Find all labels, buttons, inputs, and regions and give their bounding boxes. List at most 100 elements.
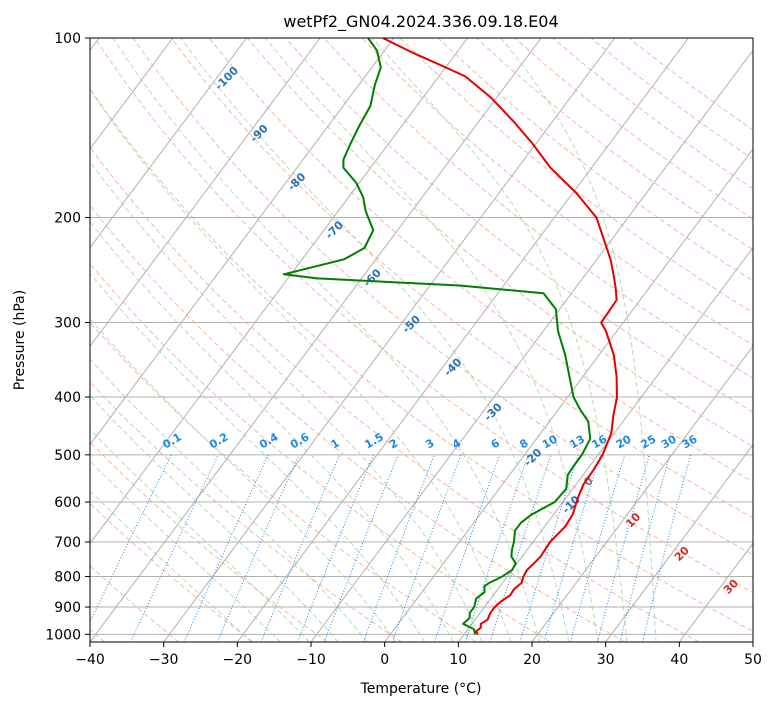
dry-adiabat-label: -30: [482, 400, 505, 423]
x-tick-label: 50: [744, 652, 762, 668]
isotherm-line: [90, 38, 542, 642]
moist-adiabat-line: [90, 272, 426, 642]
moist-adiabat-line: [90, 160, 483, 642]
mixing-ratio-line: [569, 454, 626, 642]
dry-adiabat-label: -10: [560, 493, 583, 516]
moist-adiabat-line: [90, 394, 339, 642]
dry-adiabat-line: [94, 38, 753, 594]
mixing-ratio-line: [519, 454, 579, 642]
mixing-ratio-label: 0.1: [160, 430, 183, 451]
moist-adiabat-line: [90, 88, 512, 642]
dry-adiabat-label: -90: [248, 122, 271, 145]
isotherm-line: [90, 38, 174, 150]
axis-ticks: −40 −30 −20 −10 0 10 20 30 40 5010020030040050060…: [45, 31, 762, 668]
isotherm-line: [163, 38, 616, 642]
moist-adiabat-line: [112, 38, 541, 642]
isotherm-line: [90, 38, 247, 249]
x-tick-label: −20: [223, 652, 253, 668]
mixing-ratio-label: 4: [450, 436, 463, 451]
y-tick-label: 200: [54, 211, 81, 227]
mixing-ratio-line: [90, 454, 172, 624]
dry-adiabat-label: -40: [441, 355, 464, 378]
dry-adiabat-line: [90, 204, 625, 642]
mixing-ratio-line: [543, 454, 601, 642]
dry-adiabat-line: [90, 441, 328, 642]
dewpoint-line: [282, 38, 592, 635]
moist-adiabat-label: 20: [672, 544, 692, 564]
x-tick-label: −10: [296, 652, 326, 668]
moist-adiabat-line: [265, 38, 599, 642]
moist-adiabat-line: [371, 38, 628, 642]
mixing-ratio-label: 6: [489, 436, 502, 451]
mixing-ratio-line: [323, 454, 399, 642]
mixing-ratio-line: [596, 454, 650, 642]
chart-title: wetPf2_GN04.2024.336.09.18.E04: [283, 12, 558, 32]
moist-adiabat-line: [90, 490, 252, 642]
isotherm-line: [90, 38, 395, 446]
moist-adiabat-label: 30: [721, 576, 741, 596]
dry-adiabat-line: [476, 38, 753, 251]
mixing-ratio-line: [464, 454, 529, 642]
dry-adiabat-line: [90, 321, 477, 642]
y-tick-label: 500: [54, 448, 81, 464]
dry-adiabat-line: [90, 263, 551, 642]
isotherm-line: [678, 542, 753, 642]
dry-adiabat-line: [90, 88, 753, 632]
y-tick-label: 700: [54, 535, 81, 551]
dry-adiabat-line: [90, 502, 254, 642]
y-tick-label: 100: [54, 31, 81, 47]
mixing-ratio-label: 16: [590, 432, 610, 451]
dry-adiabat-label: -100: [212, 64, 241, 93]
mixing-ratio-line: [433, 454, 501, 642]
dry-adiabat-line: [399, 38, 753, 314]
isotherm-line: [90, 38, 321, 347]
moist-adiabat-line: [90, 221, 454, 642]
mixing-ratio-label: 20: [614, 432, 634, 451]
dry-adiabat-label: -70: [323, 218, 346, 241]
mixing-ratio-line: [183, 454, 269, 642]
y-tick-label: 900: [54, 600, 81, 616]
background-lines: [90, 38, 753, 642]
x-tick-label: −40: [75, 652, 105, 668]
dry-adiabat-line: [361, 38, 753, 346]
x-axis-label: Temperature (°C): [360, 681, 482, 697]
mixing-ratio-label: 25: [638, 433, 658, 452]
isotherm-line: [90, 38, 468, 545]
y-axis-label: Pressure (hPa): [12, 290, 28, 390]
mixing-ratio-line: [362, 454, 435, 642]
mixing-ratio-label: 0.2: [207, 430, 230, 451]
moist-adiabat-line: [90, 318, 397, 642]
x-tick-label: 0: [380, 652, 389, 668]
dry-adiabat-line: [552, 38, 753, 190]
isotherm-line: [605, 443, 753, 642]
mixing-ratio-line: [130, 454, 219, 642]
temperature-line: [382, 38, 618, 635]
y-tick-label: 1000: [45, 627, 81, 643]
plot-frame: [89, 37, 754, 643]
mixing-ratio-label: 3: [423, 436, 436, 451]
moist-adiabat-line: [180, 38, 570, 642]
dry-adiabat-label: -60: [361, 266, 384, 289]
dry-adiabat-line: [437, 38, 753, 282]
x-tick-label: 20: [523, 652, 541, 668]
mixing-ratio-line: [489, 454, 552, 642]
isotherm-line: [236, 38, 689, 642]
dry-adiabat-line: [90, 565, 180, 642]
moist-adiabat-line: [500, 38, 657, 642]
x-tick-label: 30: [597, 652, 615, 668]
dry-adiabat-label: -80: [285, 170, 308, 193]
mixing-ratio-label: 1: [329, 436, 342, 451]
mixing-ratio-label: 2: [387, 436, 400, 451]
isotherm-line: [384, 148, 753, 642]
mixing-ratio-line: [391, 454, 462, 642]
dry-adiabat-line: [247, 38, 753, 448]
dry-adiabat-line: [90, 381, 402, 642]
moist-adiabat-line: [90, 428, 310, 642]
moist-adiabat-label: 10: [623, 510, 643, 530]
isotherm-line: [752, 641, 753, 642]
dry-adiabat-line: [170, 38, 753, 519]
x-tick-label: 10: [449, 652, 467, 668]
mixing-ratio-line: [297, 454, 374, 642]
x-tick-label: −30: [149, 652, 179, 668]
